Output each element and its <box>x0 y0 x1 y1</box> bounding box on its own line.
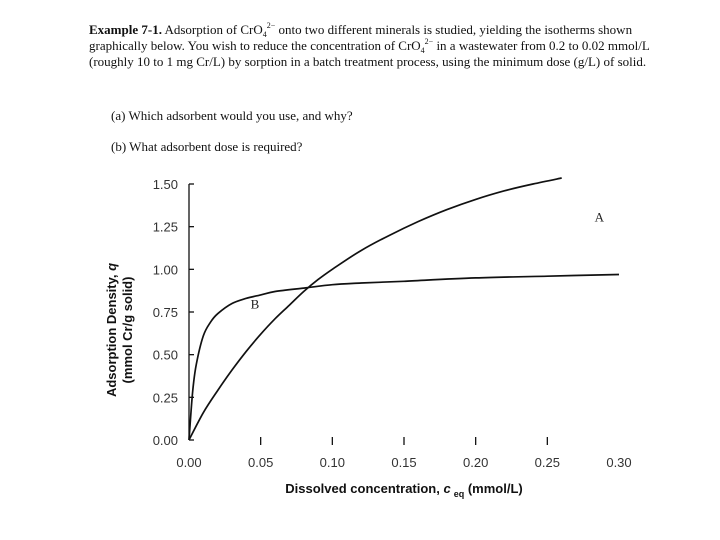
problem-statement: Example 7-1. Adsorption of CrO42− onto t… <box>89 22 689 70</box>
problem-sub-2: 4 <box>420 46 425 55</box>
y-axis-title-line2: (mmol Cr/g solid) <box>120 277 135 384</box>
problem-sup-2: 2− <box>424 37 434 46</box>
x-tick-label: 0.30 <box>606 455 631 470</box>
problem-text-2: onto two different minerals is studied, … <box>89 22 633 53</box>
problem-text-3: in a wastewater from 0.2 to 0.02 mmol/L … <box>89 38 650 69</box>
problem-text-1: Adsorption of CrO <box>161 22 263 37</box>
chart-curves <box>188 177 620 441</box>
curve-labels: AB <box>251 210 605 312</box>
y-tick-label: 0.50 <box>153 348 178 363</box>
x-tick-label: 0.10 <box>320 455 345 470</box>
question-a: (a) Which adsorbent would you use, and w… <box>111 108 353 123</box>
y-tick-label: 0.00 <box>153 433 178 448</box>
y-axis-title-line1: Adsorption Density, q <box>104 263 119 397</box>
x-tick-label: 0.25 <box>535 455 560 470</box>
x-tick-label: 0.15 <box>391 455 416 470</box>
question-b: (b) What adsorbent dose is required? <box>111 139 303 154</box>
x-tick-label: 0.00 <box>176 455 201 470</box>
y-tick-label: 0.25 <box>153 390 178 405</box>
x-axis-title: Dissolved concentration, c eq (mmol/L) <box>285 481 522 499</box>
y-tick-label: 1.50 <box>153 177 178 192</box>
y-tick-label: 1.25 <box>153 220 178 235</box>
series-b-line <box>188 273 620 441</box>
series-a-label: A <box>595 210 605 225</box>
y-tick-label: 1.00 <box>153 262 178 277</box>
y-tick-label: 0.75 <box>153 305 178 320</box>
y-ticks: 0.00 0.25 0.50 0.75 1.00 1.25 1.50 <box>153 177 194 448</box>
x-ticks: 0.00 0.05 0.10 0.15 0.20 0.25 0.30 <box>176 437 632 470</box>
x-tick-label: 0.20 <box>463 455 488 470</box>
series-a-line <box>188 177 562 441</box>
series-b-label: B <box>251 297 260 312</box>
problem-sup-1: 2− <box>266 21 276 30</box>
x-tick-label: 0.05 <box>248 455 273 470</box>
problem-sub-1: 4 <box>262 30 267 39</box>
example-label: Example 7-1. <box>89 22 162 37</box>
